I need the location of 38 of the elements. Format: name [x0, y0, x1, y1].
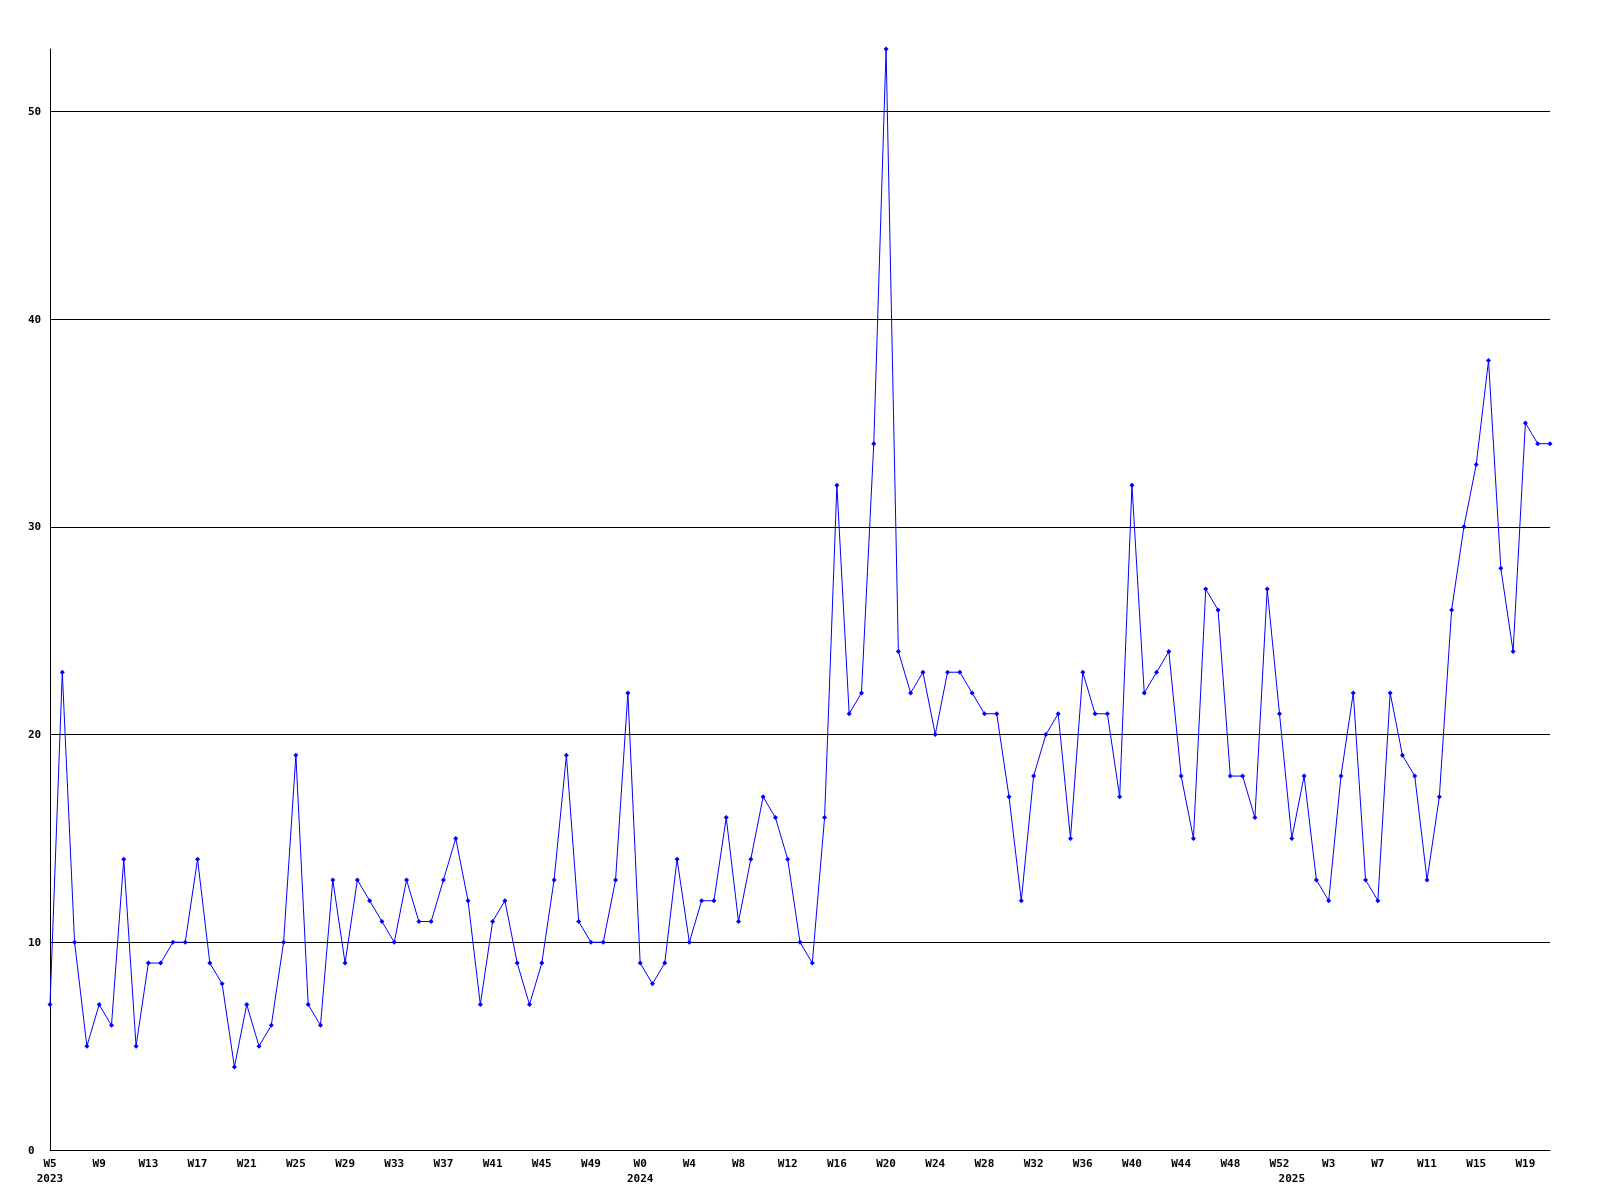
- x-tick-label: W4: [682, 1157, 697, 1170]
- y-tick-label: 20: [28, 728, 42, 742]
- y-tick-label: 40: [28, 312, 42, 326]
- y-tick-label: 10: [28, 935, 42, 949]
- x-tick-label: W41: [482, 1157, 503, 1170]
- x-tick-label: W5 2023: [36, 1157, 64, 1185]
- x-tick-label: W7: [1371, 1157, 1385, 1170]
- x-tick-label: W0 2024: [626, 1157, 654, 1185]
- x-tick-label: W37: [433, 1157, 454, 1170]
- x-tick-label: W11: [1417, 1157, 1438, 1170]
- x-tick-label: W29: [335, 1157, 356, 1170]
- x-tick-label: W45: [531, 1157, 552, 1170]
- x-tick-label: W48: [1220, 1157, 1241, 1170]
- y-tick-label: 50: [28, 104, 42, 118]
- x-tick-label: 2025: [1278, 1172, 1306, 1185]
- x-tick-label: W20: [876, 1157, 896, 1170]
- x-tick-label: W24: [925, 1157, 946, 1170]
- x-tick-label: W40: [1122, 1157, 1142, 1170]
- x-tick-label: W36: [1072, 1157, 1094, 1170]
- x-tick-label: W44: [1171, 1157, 1192, 1170]
- x-tick-label: W25: [285, 1157, 306, 1170]
- x-tick-label: W33: [384, 1157, 405, 1170]
- x-tick-label: W19: [1515, 1157, 1536, 1170]
- x-tick-label: W9: [92, 1157, 106, 1170]
- x-tick-label: W52: [1269, 1157, 1290, 1170]
- y-tick-label: 30: [28, 520, 42, 534]
- x-tick-label: W16: [826, 1157, 848, 1170]
- x-tick-label: W12: [777, 1157, 798, 1170]
- x-tick-label: W8: [731, 1157, 746, 1170]
- x-tick-label: W21: [236, 1157, 258, 1170]
- x-tick-label: W13: [138, 1157, 159, 1170]
- x-tick-label: W28: [974, 1157, 995, 1170]
- y-tick-label: 0: [28, 1143, 35, 1157]
- x-tick-label: W49: [581, 1157, 601, 1170]
- x-tick-label: W32: [1023, 1157, 1044, 1170]
- x-tick-label: W17: [187, 1157, 208, 1170]
- x-tick-label: W3: [1322, 1157, 1336, 1170]
- x-tick-label: W15: [1466, 1157, 1487, 1170]
